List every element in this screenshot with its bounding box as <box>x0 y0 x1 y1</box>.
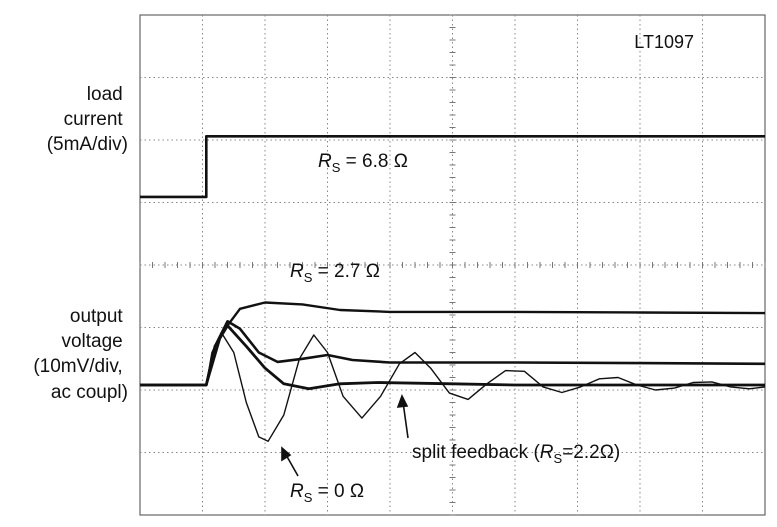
grid <box>139 14 766 516</box>
annotation-split-feedback: split feedback (RS=2.2Ω) <box>412 442 620 466</box>
series-r-s-6-8 <box>140 301 766 387</box>
load-current-label: load current (5mA/div) <box>47 84 128 155</box>
output-voltage-label: output voltage (10mV/div, ac coupl) <box>33 306 128 403</box>
arrow-rs-0 <box>281 446 299 477</box>
series-load-current <box>140 135 765 199</box>
annotation-rs-0: RS = 0 Ω <box>290 481 364 505</box>
chart-title: LT1097 <box>634 32 694 52</box>
arrow-split-feedback <box>396 393 409 439</box>
annotation-rs-6-8: RS = 6.8 Ω <box>318 151 408 175</box>
annotation-rs-2-7: RS = 2.7 Ω <box>290 261 380 285</box>
series-r-s-0 <box>140 331 766 442</box>
traces <box>140 135 766 442</box>
